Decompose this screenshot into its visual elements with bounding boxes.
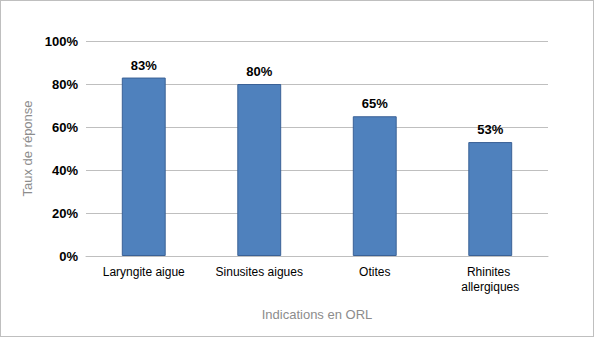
svg-text:20%: 20% [52, 206, 78, 221]
svg-text:40%: 40% [52, 163, 78, 178]
svg-text:100%: 100% [45, 34, 79, 49]
svg-text:Sinusites aigues: Sinusites aigues [216, 265, 303, 279]
svg-text:Rhinites: Rhinites [467, 265, 514, 279]
svg-text:allergiques: allergiques [461, 280, 519, 294]
svg-text:Taux de réponse: Taux de réponse [20, 100, 35, 196]
svg-text:80%: 80% [246, 64, 272, 79]
svg-text:Otites: Otites [359, 265, 390, 279]
svg-text:60%: 60% [52, 120, 78, 135]
svg-text:0%: 0% [59, 249, 78, 264]
svg-text:53%: 53% [477, 122, 503, 137]
svg-text:Laryngite aigue: Laryngite aigue [103, 265, 185, 279]
svg-text:80%: 80% [52, 77, 78, 92]
svg-text:65%: 65% [362, 96, 388, 111]
svg-text:Indications en ORL: Indications en ORL [262, 307, 373, 322]
svg-text:83%: 83% [131, 58, 157, 73]
